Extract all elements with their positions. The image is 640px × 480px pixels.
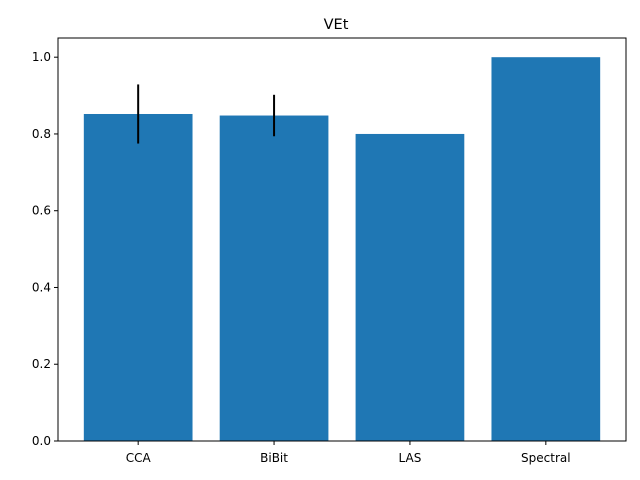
error-bars-group	[137, 84, 276, 144]
x-tick-label-spectral: Spectral	[521, 451, 571, 465]
chart-title: VEt	[324, 17, 349, 33]
bar-bibit	[219, 115, 329, 441]
axes-frame	[57, 37, 627, 442]
y-tick-label-5: 1.0	[32, 50, 51, 64]
y-tick-label-3: 0.6	[32, 204, 51, 218]
bars-group	[83, 57, 601, 441]
y-axis: 0.0 0.2 0.4 0.6 0.8 1.0	[32, 50, 58, 448]
bar-cca	[83, 113, 193, 441]
bar-las	[355, 133, 465, 441]
y-tick-label-1: 0.2	[32, 357, 51, 371]
x-tick-label-bibit: BiBit	[260, 451, 288, 465]
y-tick-label-0: 0.0	[32, 434, 51, 448]
x-tick-label-las: LAS	[399, 451, 422, 465]
x-axis: CCA BiBit LAS Spectral	[126, 441, 571, 465]
y-tick-label-4: 0.8	[32, 127, 51, 141]
y-tick-label-2: 0.4	[32, 280, 51, 294]
bar-spectral	[491, 57, 601, 441]
x-tick-label-cca: CCA	[126, 451, 152, 465]
